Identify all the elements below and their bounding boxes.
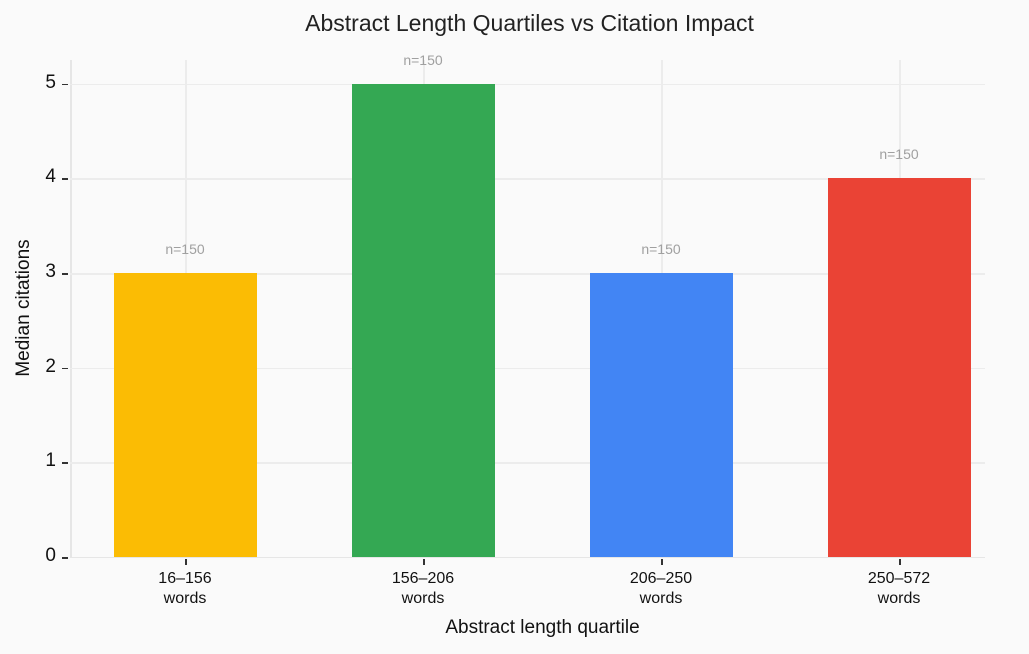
y-tick-label: 4 <box>45 166 56 188</box>
y-tick-label: 2 <box>45 355 56 377</box>
x-tick-label: 250–572 words <box>867 570 931 607</box>
x-tick-mark <box>423 559 425 565</box>
bar <box>589 273 733 557</box>
x-tick-mark <box>661 559 663 565</box>
grid-line-horizontal <box>70 367 985 370</box>
bar <box>113 273 257 557</box>
y-axis-spine <box>70 60 72 557</box>
y-tick-mark <box>62 83 68 86</box>
bar-annotation: n=150 <box>641 241 681 257</box>
chart-title: Abstract Length Quartiles vs Citation Im… <box>305 10 754 36</box>
x-tick-label: 156–206 words <box>391 570 455 607</box>
x-axis-spine <box>70 556 985 558</box>
grid-line-horizontal <box>70 273 985 275</box>
bar-annotation: n=150 <box>403 51 443 68</box>
x-axis-title: Abstract length quartile <box>445 617 640 638</box>
x-tick-mark <box>185 559 187 565</box>
y-tick-label: 1 <box>45 450 56 472</box>
grid-line-horizontal <box>70 178 985 180</box>
x-tick-label: 16–156 words <box>158 570 212 607</box>
y-tick-mark <box>62 273 68 275</box>
bar-annotation: n=150 <box>879 146 919 163</box>
y-tick-mark <box>62 462 68 464</box>
plot-area: n=150 n=150 n=150 n=150 <box>70 52 985 558</box>
y-tick-mark <box>62 367 68 370</box>
grid-line-horizontal <box>70 83 985 86</box>
x-tick-mark <box>899 559 901 565</box>
bar <box>827 178 971 557</box>
y-tick-label: 5 <box>45 71 56 93</box>
bar <box>351 83 495 557</box>
y-tick-mark <box>62 178 68 180</box>
x-tick-label: 206–250 words <box>629 570 693 607</box>
y-tick-label: 0 <box>45 545 56 566</box>
y-tick-label: 3 <box>45 261 56 282</box>
bar-annotation: n=150 <box>165 241 205 257</box>
grid-line-horizontal <box>70 462 985 464</box>
y-tick-mark <box>62 557 68 559</box>
